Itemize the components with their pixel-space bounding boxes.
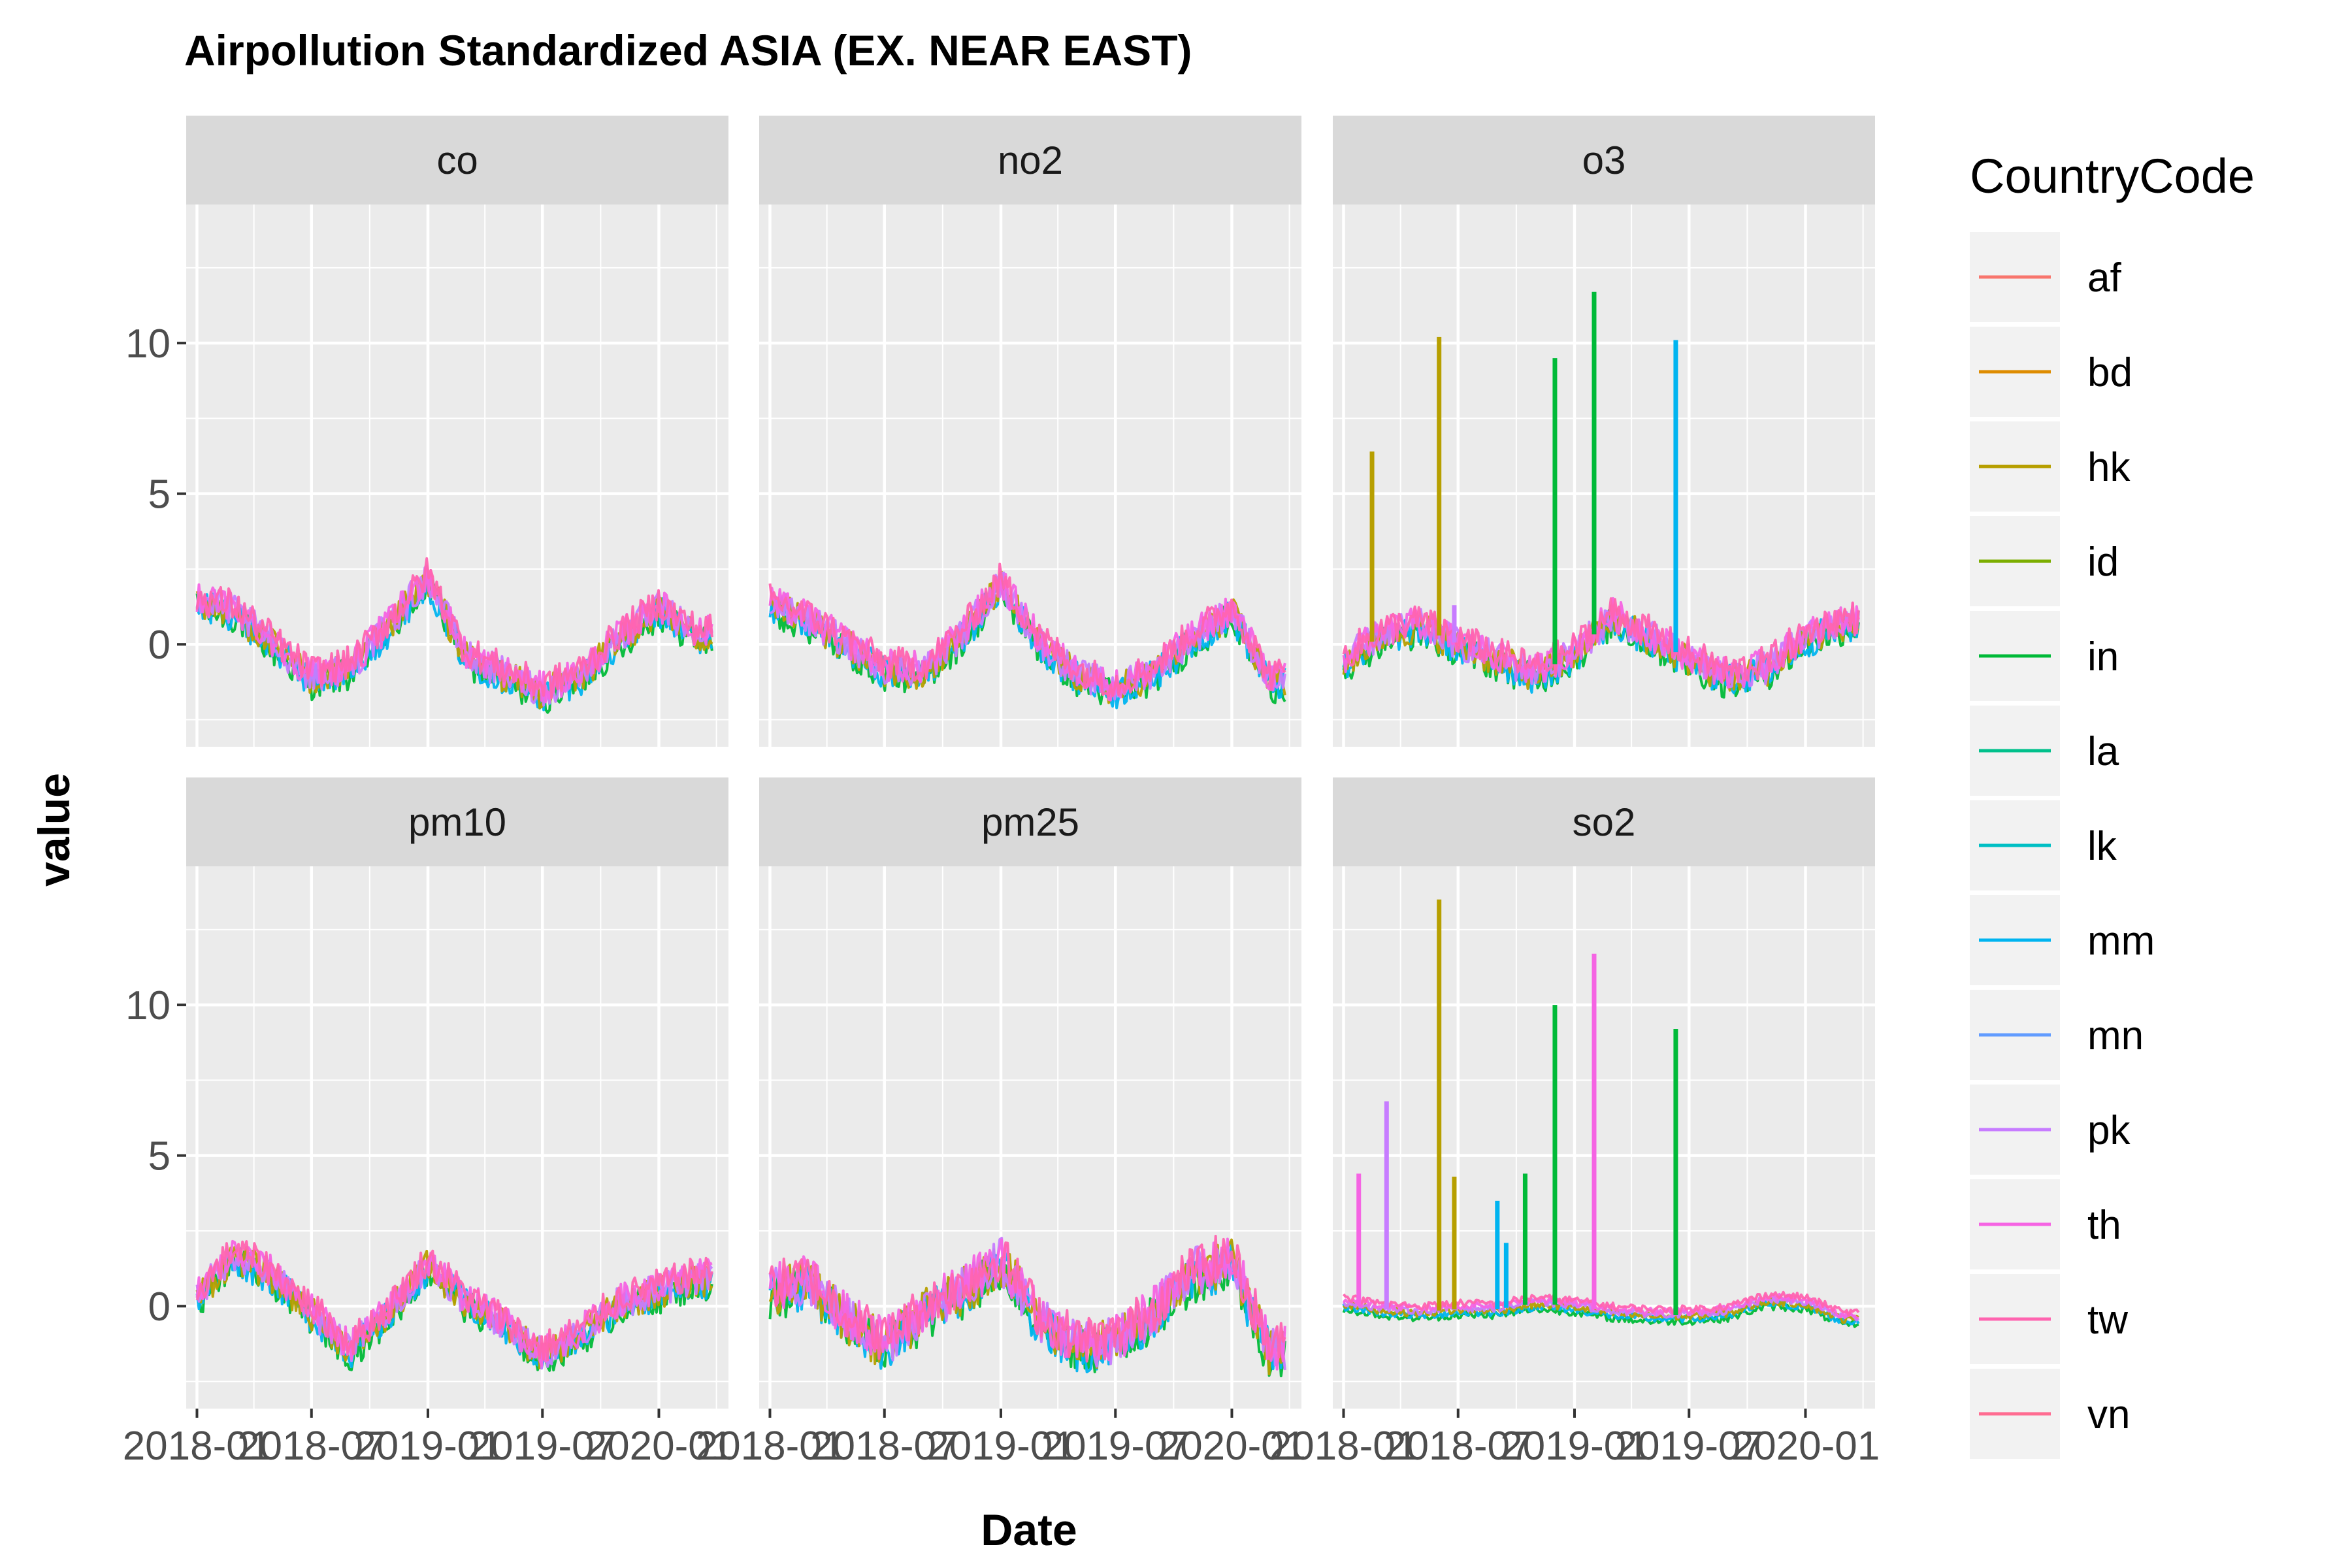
x-tick-label: 2019-01 bbox=[1500, 1424, 1649, 1469]
series-line bbox=[1342, 1290, 1860, 1317]
series-line bbox=[768, 1237, 1286, 1371]
legend-item-pk: pk bbox=[1970, 1085, 2131, 1175]
panel-background bbox=[759, 204, 1301, 747]
legend: CountryCode af bd hk id in la lk mm mn pk th tw vn bbox=[1970, 149, 2255, 1459]
x-axis-title: Date bbox=[981, 1505, 1077, 1555]
series-line bbox=[195, 1240, 713, 1362]
series-line bbox=[768, 563, 1286, 698]
legend-label: mn bbox=[2087, 1013, 2144, 1058]
panel-background bbox=[186, 866, 728, 1409]
series-line bbox=[768, 1235, 1286, 1363]
x-tick-label: 2020-01 bbox=[1731, 1424, 1880, 1469]
legend-item-mm: mm bbox=[1970, 895, 2155, 985]
x-tick-label: 2018-01 bbox=[123, 1424, 272, 1469]
x-tick-label: 2019-07 bbox=[1041, 1424, 1190, 1469]
series-line bbox=[1342, 597, 1860, 683]
series-line bbox=[1342, 1301, 1859, 1328]
facet-strip bbox=[759, 777, 1301, 866]
legend-item-in: in bbox=[1970, 611, 2119, 701]
x-tick-label: 2018-07 bbox=[1384, 1424, 1533, 1469]
legend-item-th: th bbox=[1970, 1179, 2121, 1269]
legend-label: pk bbox=[2087, 1108, 2131, 1153]
y-tick-label: 0 bbox=[148, 623, 171, 668]
legend-label: mm bbox=[2087, 919, 2155, 964]
facet-strip bbox=[759, 116, 1301, 204]
x-tick-label: 2020-01 bbox=[585, 1424, 734, 1469]
facet-strip-label: so2 bbox=[1573, 800, 1636, 844]
facet-strip bbox=[186, 777, 728, 866]
facet-strip bbox=[1333, 777, 1875, 866]
x-tick-label: 2019-07 bbox=[468, 1424, 617, 1469]
x-tick-label: 2020-01 bbox=[1158, 1424, 1307, 1469]
facet-panel-o3: o3 bbox=[1333, 116, 1875, 747]
y-axis-title: value bbox=[29, 773, 79, 887]
y-tick-label: 5 bbox=[148, 1134, 171, 1179]
facet-panel-no2: no2 bbox=[759, 116, 1301, 747]
x-tick-label: 2018-01 bbox=[696, 1424, 845, 1469]
legend-label: la bbox=[2087, 729, 2119, 774]
legend-item-la: la bbox=[1970, 706, 2119, 796]
legend-item-id: id bbox=[1970, 516, 2119, 606]
legend-title: CountryCode bbox=[1970, 149, 2255, 203]
y-tick-label: 5 bbox=[148, 472, 171, 517]
facet-strip-label: o3 bbox=[1582, 139, 1626, 182]
series-line bbox=[195, 557, 713, 699]
legend-label: bd bbox=[2087, 350, 2132, 395]
legend-item-tw: tw bbox=[1970, 1274, 2128, 1364]
x-tick-label: 2018-07 bbox=[237, 1424, 386, 1469]
legend-label: lk bbox=[2087, 824, 2117, 869]
facet-strip-label: pm10 bbox=[408, 800, 506, 844]
x-tick-label: 2019-07 bbox=[1614, 1424, 1763, 1469]
y-tick-label: 0 bbox=[148, 1284, 171, 1330]
legend-item-vn: vn bbox=[1970, 1369, 2130, 1459]
legend-item-hk: hk bbox=[1970, 421, 2131, 512]
legend-label: id bbox=[2087, 540, 2119, 585]
facet-strip bbox=[1333, 116, 1875, 204]
legend-item-lk: lk bbox=[1970, 800, 2117, 890]
panel-background bbox=[1333, 866, 1875, 1409]
facet-strip-label: pm25 bbox=[981, 800, 1079, 844]
legend-label: vn bbox=[2087, 1392, 2130, 1437]
y-tick-label: 10 bbox=[125, 321, 171, 367]
series-line bbox=[768, 572, 1286, 702]
legend-label: hk bbox=[2087, 445, 2131, 490]
facet-strip-label: no2 bbox=[998, 139, 1063, 182]
y-tick-label: 10 bbox=[125, 983, 171, 1028]
legend-label: af bbox=[2087, 255, 2121, 301]
x-tick-label: 2019-01 bbox=[353, 1424, 502, 1469]
legend-item-mn: mn bbox=[1970, 990, 2144, 1080]
panel-background bbox=[186, 204, 728, 747]
x-tick-label: 2019-01 bbox=[926, 1424, 1075, 1469]
legend-item-af: af bbox=[1970, 232, 2121, 322]
x-tick-label: 2018-01 bbox=[1269, 1424, 1418, 1469]
facet-panel-co: co 0 5 10 bbox=[125, 116, 728, 747]
panel-background bbox=[1333, 204, 1875, 747]
legend-item-bd: bd bbox=[1970, 327, 2132, 417]
facet-panel-pm10: pm10 0 5 10 2018-012018-072019-012019-072020… bbox=[123, 777, 734, 1469]
facet-strip-label: co bbox=[436, 139, 478, 182]
legend-label: th bbox=[2087, 1203, 2121, 1248]
x-tick-label: 2018-07 bbox=[810, 1424, 959, 1469]
chart-title: Airpollution Standardized ASIA (EX. NEAR… bbox=[184, 26, 1192, 74]
facet-strip bbox=[186, 116, 728, 204]
legend-label: in bbox=[2087, 634, 2119, 679]
legend-label: tw bbox=[2087, 1298, 2128, 1343]
